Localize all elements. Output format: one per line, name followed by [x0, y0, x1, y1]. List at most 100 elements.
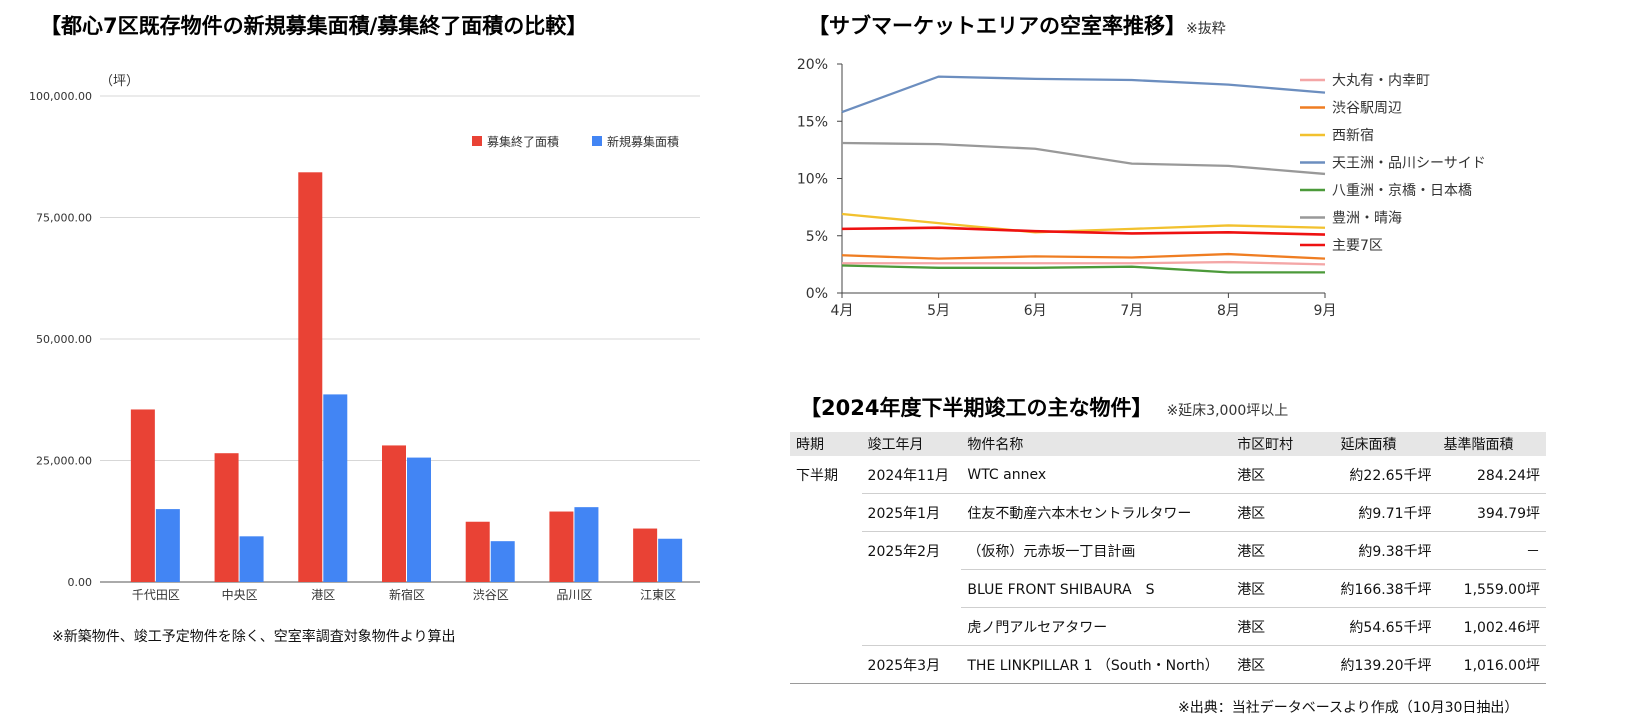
series-line	[841, 212, 1326, 234]
table-row: 2025年3月 THE LINKPILLAR 1 （South・North） 港…	[790, 645, 1546, 684]
legend-swatch	[472, 136, 482, 146]
series-line	[841, 226, 1326, 236]
y-axis-unit: （坪）	[100, 74, 139, 89]
x-tick-label: 8月	[1217, 303, 1240, 319]
x-tick-label: 渋谷区	[473, 588, 509, 602]
cell-completion-date: 2025年1月	[861, 493, 962, 532]
cell-property-name: 虎ノ門アルセアタワー	[961, 607, 1232, 646]
x-tick-label: 港区	[311, 588, 335, 602]
cell-property-name: （仮称）元赤坂一丁目計画	[961, 531, 1232, 570]
line-chart: 0% 5% 10% 15% 20% 4月 5月 6月 7月 8月 9月 大丸有・内幸町渋谷駅周辺西新宿…	[797, 57, 1486, 319]
x-tick-label: 江東区	[640, 588, 676, 602]
x-tick-label: 7月	[1120, 303, 1143, 319]
cell-property-name: THE LINKPILLAR 1 （South・North）	[961, 645, 1232, 684]
header-period: 時期	[796, 437, 824, 453]
cell-period: 下半期	[796, 467, 838, 484]
bar	[407, 457, 431, 582]
series-line	[842, 260, 1326, 266]
line-chart-title-row: 【サブマーケットエリアの空室率推移】※抜粋	[808, 10, 1226, 40]
x-tick-label: 新宿区	[389, 587, 425, 602]
cell-property-name: WTC annex	[961, 456, 1232, 494]
bar	[298, 172, 323, 582]
bar	[633, 528, 658, 582]
table-row: 2025年1月 住友不動産六本木セントラルタワー 港区 約9.71千坪 394.…	[790, 493, 1546, 532]
cell-standard-floor-area: 1,002.46坪	[1437, 607, 1546, 646]
legend-label: 募集終了面積	[487, 134, 559, 149]
y-tick-label: 0%	[806, 286, 828, 302]
header-property-name: 物件名称	[967, 437, 1024, 453]
cell-total-floor-area: 約54.65千坪	[1334, 607, 1438, 646]
bar-chart-note: ※新築物件、竣工予定物件を除く、空室率調査対象物件より算出	[52, 629, 456, 645]
cell-completion-date	[861, 607, 962, 646]
x-tick-label: 品川区	[556, 588, 592, 602]
cell-property-name: BLUE FRONT SHIBAURA S	[961, 569, 1232, 608]
x-tick-label: 6月	[1024, 303, 1047, 319]
x-tick-label: 5月	[927, 303, 950, 319]
x-tick-label: 9月	[1314, 303, 1337, 319]
legend-label: 主要7区	[1332, 238, 1383, 254]
cell-municipality: 港区	[1231, 569, 1335, 608]
cell-municipality: 港区	[1231, 493, 1335, 532]
cell-period	[790, 608, 862, 646]
table-row: 2025年2月 （仮称）元赤坂一丁目計画 港区 約9.38千坪 －	[790, 531, 1546, 570]
cell-completion-date: 2025年3月	[861, 645, 962, 684]
bar	[214, 453, 239, 582]
line-chart-title: 【サブマーケットエリアの空室率推移】	[808, 14, 1186, 38]
y-tick-label: 50,000.00	[36, 333, 92, 346]
cell-period	[790, 532, 862, 570]
header-standard-floor-area: 基準階面積	[1443, 437, 1514, 453]
series-line	[841, 252, 1326, 260]
table-title-row: 【2024年度下半期竣工の主な物件】 ※延床3,000坪以上	[800, 392, 1288, 422]
table-title: 【2024年度下半期竣工の主な物件】	[800, 396, 1153, 420]
cell-total-floor-area: 約166.38千坪	[1334, 569, 1438, 608]
series-line	[841, 141, 1326, 176]
bar	[658, 538, 683, 582]
cell-standard-floor-area: 394.79坪	[1437, 493, 1546, 532]
cell-period	[790, 570, 862, 608]
header-completion-date: 竣工年月	[867, 437, 924, 453]
cell-total-floor-area: 約139.20千坪	[1334, 645, 1438, 684]
bar	[323, 394, 348, 582]
y-tick-label: 0.00	[68, 576, 93, 589]
y-tick-label: 20%	[797, 57, 828, 73]
bar	[239, 536, 264, 582]
table-row: 虎ノ門アルセアタワー 港区 約54.65千坪 1,002.46坪	[790, 607, 1546, 646]
y-tick-label: 75,000.00	[36, 212, 92, 225]
bar	[130, 409, 155, 582]
cell-period	[790, 645, 862, 684]
cell-period	[790, 494, 862, 532]
bar-chart-title: 【都心7区既存物件の新規募集面積/募集終了面積の比較】	[40, 14, 588, 38]
x-tick-label: 中央区	[222, 587, 258, 602]
cell-total-floor-area: 約9.71千坪	[1334, 493, 1438, 532]
cell-completion-date: 2025年2月	[867, 543, 941, 560]
bar-chart: （坪） 0.00 25,000.00 50,000.00 75,000.00 100,00…	[29, 74, 700, 602]
bar	[382, 445, 406, 582]
bar	[155, 509, 180, 582]
y-tick-label: 100,000.00	[29, 90, 92, 103]
cell-municipality: 港区	[1231, 645, 1335, 684]
bar	[574, 507, 599, 582]
cell-municipality: 港区	[1231, 456, 1335, 494]
legend-label: 豊洲・晴海	[1332, 211, 1402, 227]
cell-standard-floor-area: 1,016.00坪	[1437, 645, 1546, 684]
legend-label: 渋谷駅周辺	[1332, 101, 1402, 117]
y-tick-label: 10%	[797, 172, 828, 188]
bar	[490, 541, 515, 582]
series-line	[841, 75, 1326, 114]
cell-completion-date	[862, 570, 962, 608]
legend-label: 西新宿	[1332, 127, 1374, 144]
completion-table: 時期 竣工年月 物件名称 市区町村 延床面積 基準階面積 下半期 2024年11…	[790, 432, 1546, 684]
cell-total-floor-area: 約22.65千坪	[1334, 456, 1438, 494]
header-municipality: 市区町村	[1237, 437, 1294, 453]
legend-label: 大丸有・内幸町	[1332, 73, 1430, 89]
line-chart-note: ※抜粋	[1186, 21, 1226, 37]
legend-swatch	[592, 136, 602, 146]
bar	[549, 511, 574, 582]
table-row: 下半期 2024年11月 WTC annex 港区 約22.65千坪 284.2…	[790, 456, 1546, 494]
cell-standard-floor-area: －	[1437, 531, 1546, 570]
cell-standard-floor-area: 1,559.00坪	[1437, 569, 1546, 608]
header-total-floor-area: 延床面積	[1340, 437, 1397, 453]
table-row: BLUE FRONT SHIBAURA S 港区 約166.38千坪 1,559…	[790, 569, 1546, 608]
y-tick-label: 25,000.00	[36, 455, 92, 468]
bar	[465, 521, 490, 582]
